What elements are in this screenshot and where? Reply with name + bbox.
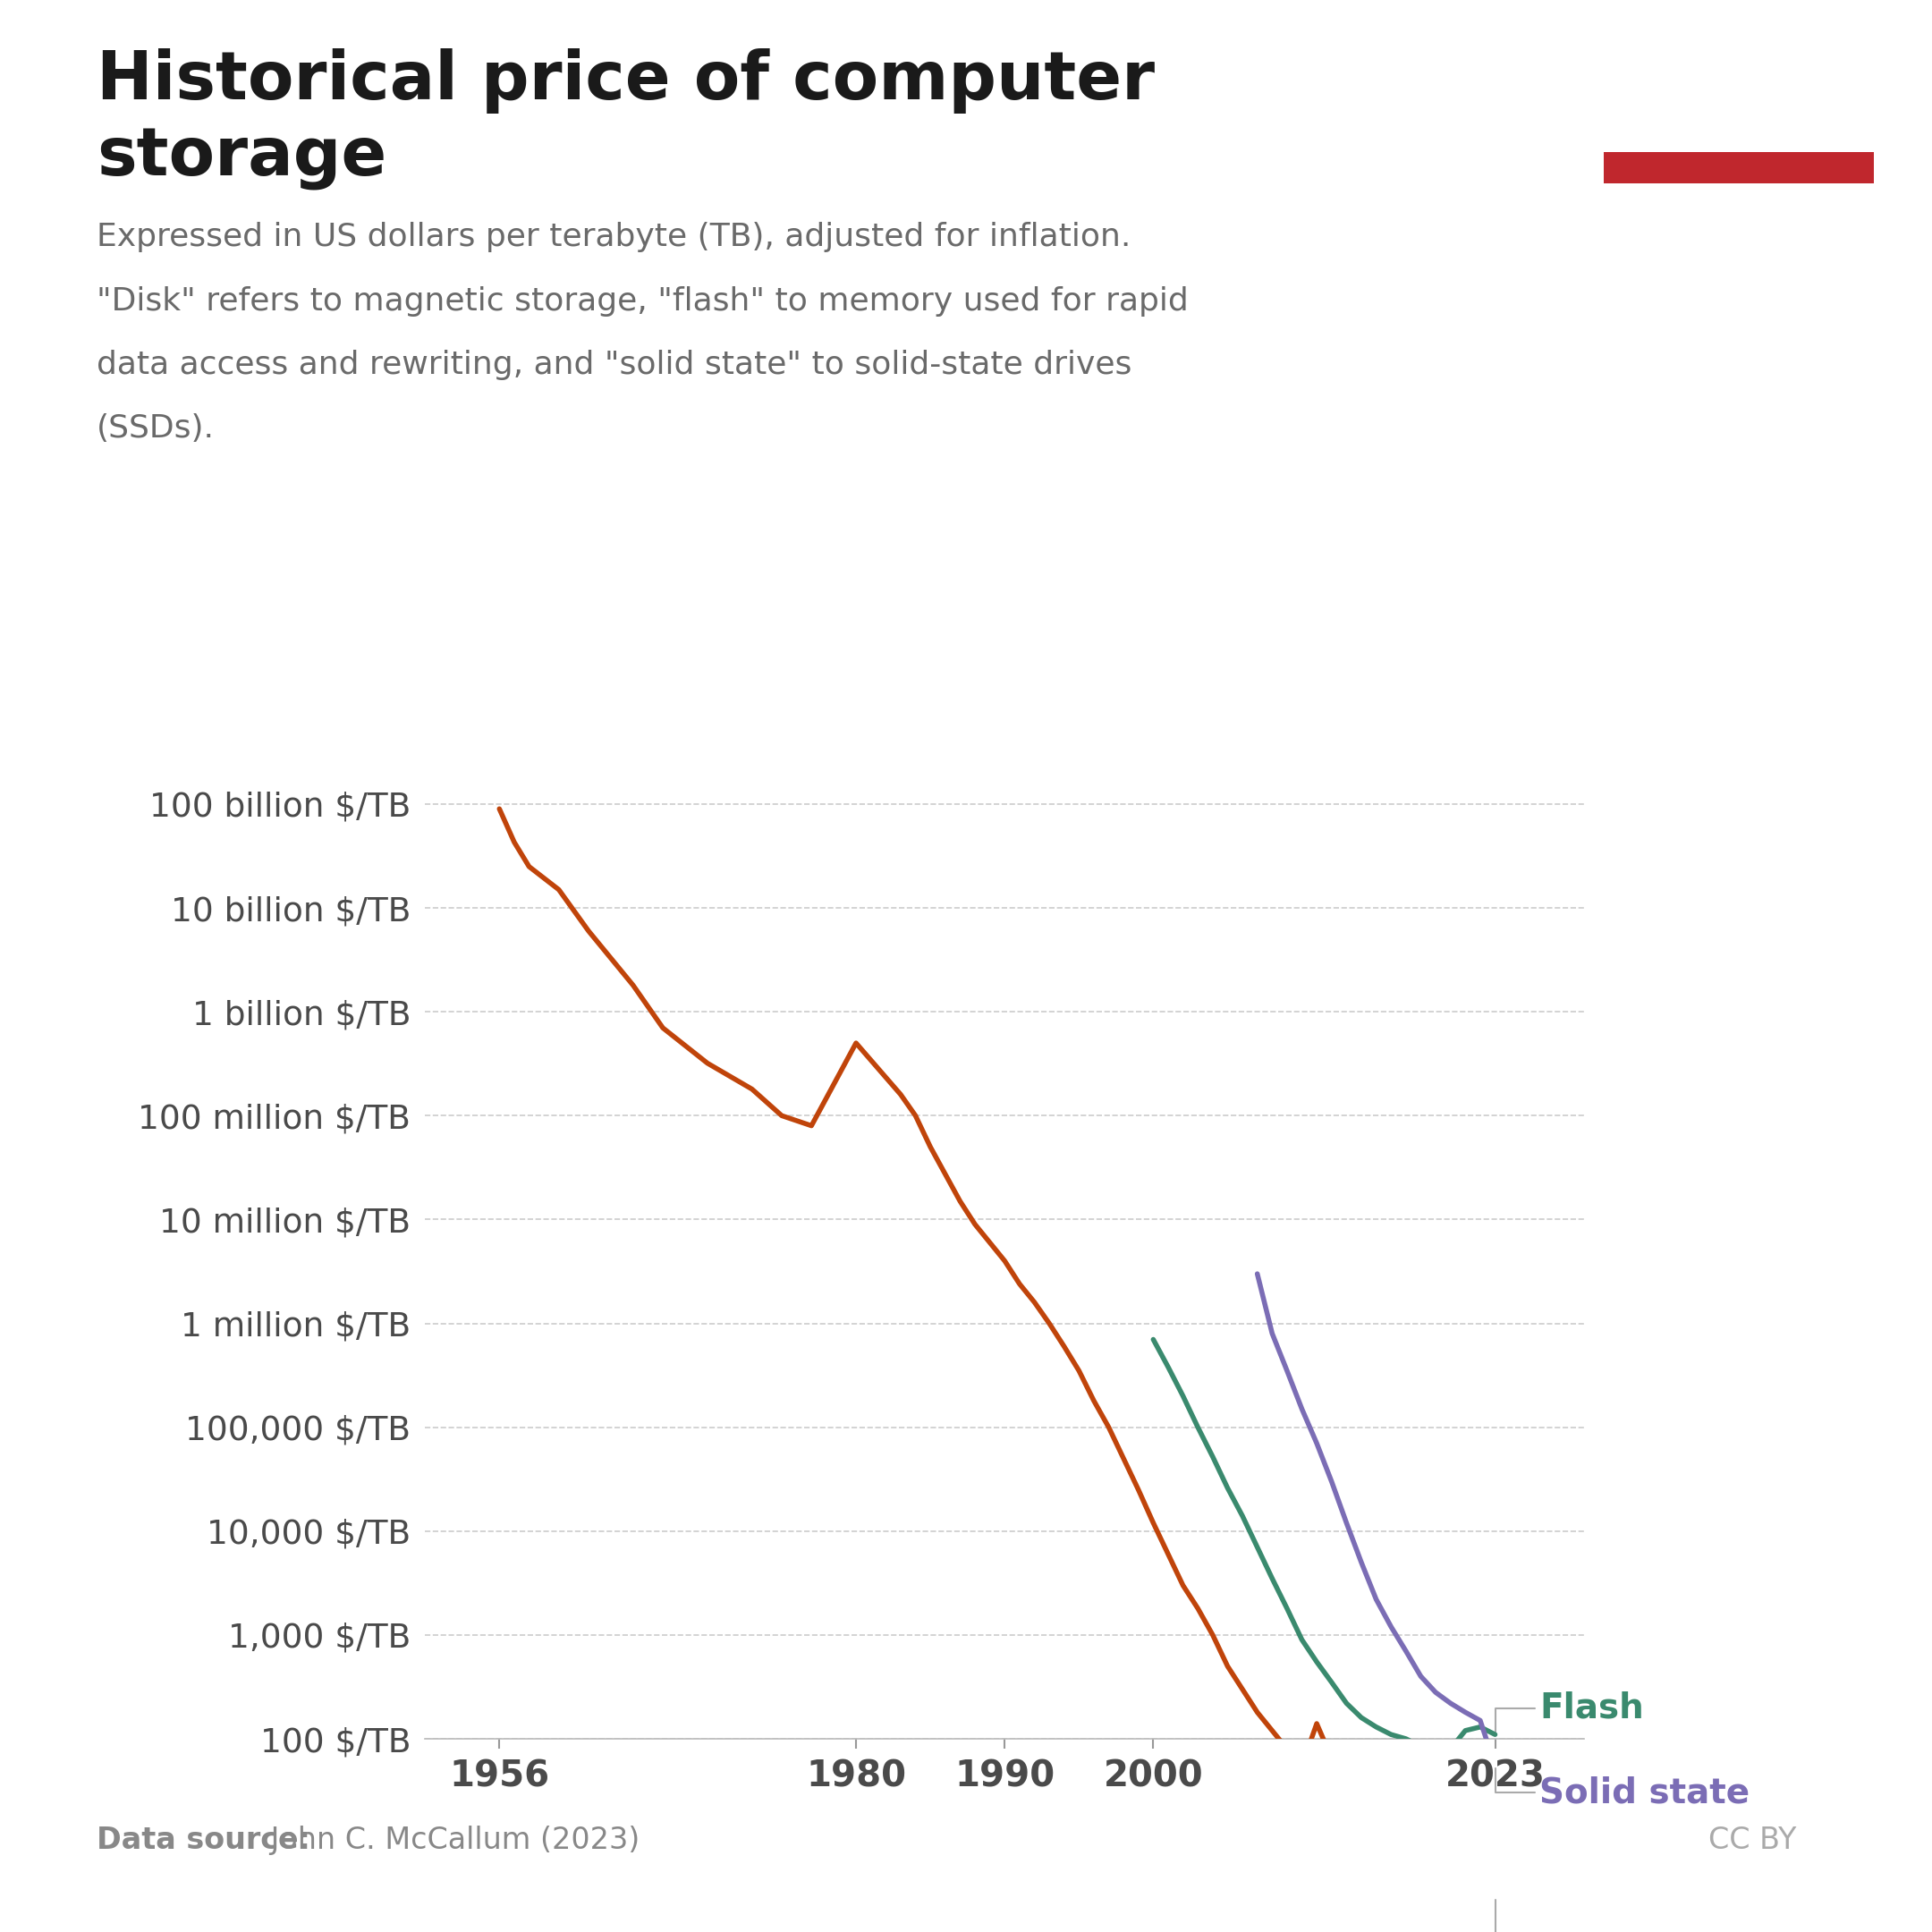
- Text: Disk: Disk: [1495, 1899, 1625, 1932]
- Text: data access and rewriting, and "solid state" to solid-state drives: data access and rewriting, and "solid st…: [97, 350, 1132, 381]
- Text: CC BY: CC BY: [1708, 1826, 1797, 1855]
- Text: John C. McCallum (2023): John C. McCallum (2023): [261, 1826, 639, 1855]
- Text: Data source:: Data source:: [97, 1826, 311, 1855]
- FancyBboxPatch shape: [1604, 153, 1874, 184]
- Text: storage: storage: [97, 126, 386, 191]
- Text: Expressed in US dollars per terabyte (TB), adjusted for inflation.: Expressed in US dollars per terabyte (TB…: [97, 222, 1130, 253]
- Text: "Disk" refers to magnetic storage, "flash" to memory used for rapid: "Disk" refers to magnetic storage, "flas…: [97, 286, 1188, 317]
- Text: Historical price of computer: Historical price of computer: [97, 48, 1155, 114]
- Text: (SSDs).: (SSDs).: [97, 413, 214, 444]
- Text: Flash: Flash: [1495, 1690, 1644, 1731]
- Text: Solid state: Solid state: [1495, 1768, 1750, 1810]
- Text: in Data: in Data: [1687, 99, 1791, 124]
- Text: Our World: Our World: [1663, 50, 1814, 75]
